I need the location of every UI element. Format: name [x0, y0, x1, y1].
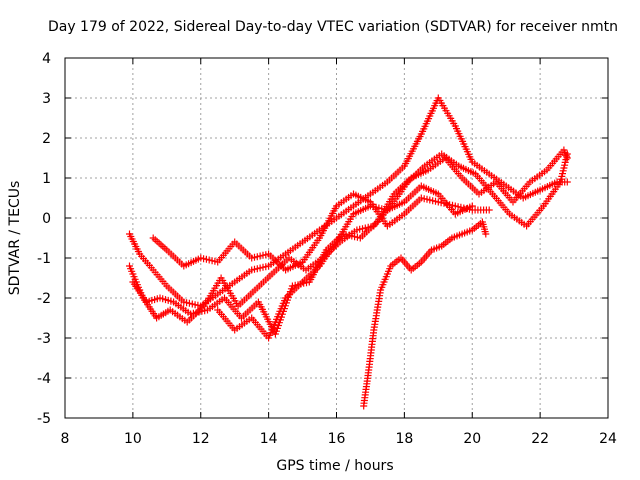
x-tick-label: 18 — [395, 431, 413, 447]
series-markers — [360, 218, 490, 410]
y-tick-label: 1 — [42, 171, 51, 187]
series-track-1 — [126, 94, 571, 310]
y-tick-label: 4 — [42, 51, 51, 67]
y-tick-label: -5 — [37, 411, 51, 427]
x-tick-label: 14 — [260, 431, 278, 447]
y-tick-label: 0 — [42, 211, 51, 227]
y-tick-label: -2 — [37, 291, 51, 307]
x-tick-label: 10 — [124, 431, 142, 447]
series-markers — [126, 94, 571, 310]
series-markers — [129, 146, 571, 338]
x-tick-label: 8 — [61, 431, 70, 447]
x-tick-label: 20 — [463, 431, 481, 447]
y-tick-label: 2 — [42, 131, 51, 147]
data-points — [126, 94, 571, 410]
x-tick-label: 22 — [531, 431, 549, 447]
y-tick-label: -3 — [37, 331, 51, 347]
series-track-6 — [360, 218, 490, 410]
x-tick-label: 16 — [328, 431, 346, 447]
x-tick-label: 12 — [192, 431, 210, 447]
series-track-5 — [214, 182, 476, 342]
series-markers — [214, 182, 476, 342]
y-tick-label: -4 — [37, 371, 51, 387]
x-tick-label: 24 — [599, 431, 617, 447]
series-track-4 — [129, 146, 571, 338]
y-axis-label: SDTVAR / TECUs — [7, 181, 23, 296]
y-tick-label: -1 — [37, 251, 51, 267]
x-axis-label: GPS time / hours — [276, 458, 393, 474]
y-tick-label: 3 — [42, 91, 51, 107]
chart-title: Day 179 of 2022, Sidereal Day-to-day VTE… — [48, 19, 618, 35]
